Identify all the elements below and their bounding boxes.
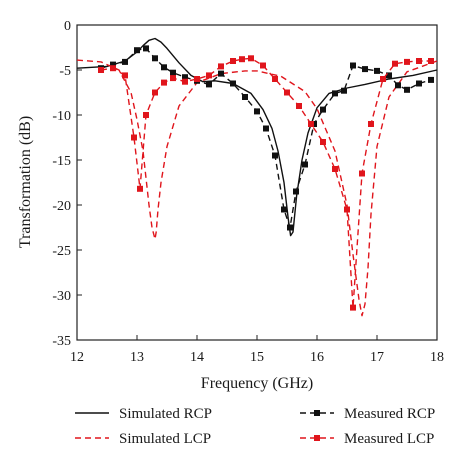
data-point (230, 58, 236, 64)
data-point (293, 188, 299, 195)
x-axis-title: Frequency (GHz) (201, 375, 313, 392)
plot-frame (76, 24, 438, 341)
legend: Simulated RCP Measured RCP Simulated LCP Me… (75, 406, 435, 447)
data-point (284, 89, 290, 96)
data-point (380, 76, 386, 82)
data-point (386, 72, 392, 79)
data-point (110, 65, 116, 72)
data-point (248, 55, 254, 62)
x-tick-label: 12 (70, 350, 84, 365)
data-point (392, 60, 398, 67)
x-tick-label: 17 (370, 350, 384, 365)
data-point (170, 75, 176, 82)
legend-label: Measured RCP (344, 406, 435, 422)
data-point (416, 80, 422, 87)
series-line-3 (100, 57, 431, 309)
x-tick-label: 18 (430, 350, 444, 365)
series-line-2 (100, 47, 432, 229)
y-axis: -35 -30 -25 -20 -15 -10 -5 0 (52, 19, 82, 349)
data-point (122, 72, 128, 79)
data-point (182, 78, 188, 85)
data-point (131, 134, 137, 141)
data-point (344, 206, 350, 213)
data-point (194, 76, 200, 82)
x-axis: 12 13 14 15 16 17 18 (70, 335, 444, 365)
y-tick-label: -35 (52, 334, 71, 349)
y-tick-label: -5 (59, 64, 71, 79)
data-point (143, 45, 149, 52)
data-point (368, 121, 374, 127)
y-tick-label: -20 (52, 199, 71, 214)
data-point (206, 81, 212, 88)
data-point (332, 90, 338, 97)
data-point (362, 66, 368, 73)
y-axis-title: Transformation (dB) (17, 116, 34, 248)
data-point (296, 103, 302, 109)
y-tick-label: 0 (64, 19, 71, 34)
data-point (428, 58, 434, 64)
data-point (308, 121, 314, 127)
y-tick-label: -15 (52, 154, 71, 169)
data-point (395, 82, 401, 89)
data-point (110, 61, 116, 68)
data-point (230, 80, 236, 87)
legend-marker (314, 435, 320, 441)
data-point (122, 58, 128, 65)
data-point (239, 56, 245, 63)
data-point (152, 89, 158, 96)
data-point (341, 87, 347, 94)
x-tick-label: 16 (310, 350, 324, 365)
data-point (272, 76, 278, 82)
x-tick-label: 15 (250, 350, 264, 365)
data-point (260, 62, 266, 69)
data-point (350, 62, 356, 69)
data-point (98, 67, 104, 73)
data-point (161, 64, 167, 71)
data-point (404, 58, 410, 65)
data-point (404, 86, 410, 93)
data-point (218, 63, 224, 70)
series-line-0 (76, 37, 438, 237)
data-point (359, 170, 365, 177)
y-tick-label: -25 (52, 244, 71, 259)
data-point (374, 67, 380, 74)
data-point (170, 69, 176, 76)
data-point (281, 206, 287, 213)
data-point (287, 224, 293, 231)
data-point (206, 72, 212, 79)
x-tick-label: 14 (190, 350, 204, 365)
series-line-1 (76, 59, 438, 317)
data-point (332, 166, 338, 172)
data-point (134, 47, 140, 54)
data-point (161, 79, 167, 86)
data-point (302, 161, 308, 168)
data-point (218, 70, 224, 77)
legend-label: Simulated RCP (119, 406, 212, 422)
y-tick-label: -10 (52, 109, 71, 124)
data-point (263, 125, 269, 132)
data-point (416, 58, 422, 64)
data-point (350, 304, 356, 311)
data-point (320, 139, 326, 145)
data-point (272, 152, 278, 159)
data-point (152, 55, 158, 62)
data-point (143, 112, 149, 118)
legend-label: Simulated LCP (119, 431, 211, 447)
data-point (242, 94, 248, 100)
data-point (254, 108, 260, 115)
plot-area (76, 37, 438, 317)
x-tick-label: 13 (130, 350, 144, 365)
y-tick-label: -30 (52, 289, 71, 304)
data-point (182, 74, 188, 81)
legend-marker (314, 410, 320, 416)
data-point (137, 185, 143, 192)
data-point (428, 76, 434, 83)
legend-label: Measured LCP (344, 431, 434, 447)
data-point (320, 106, 326, 113)
